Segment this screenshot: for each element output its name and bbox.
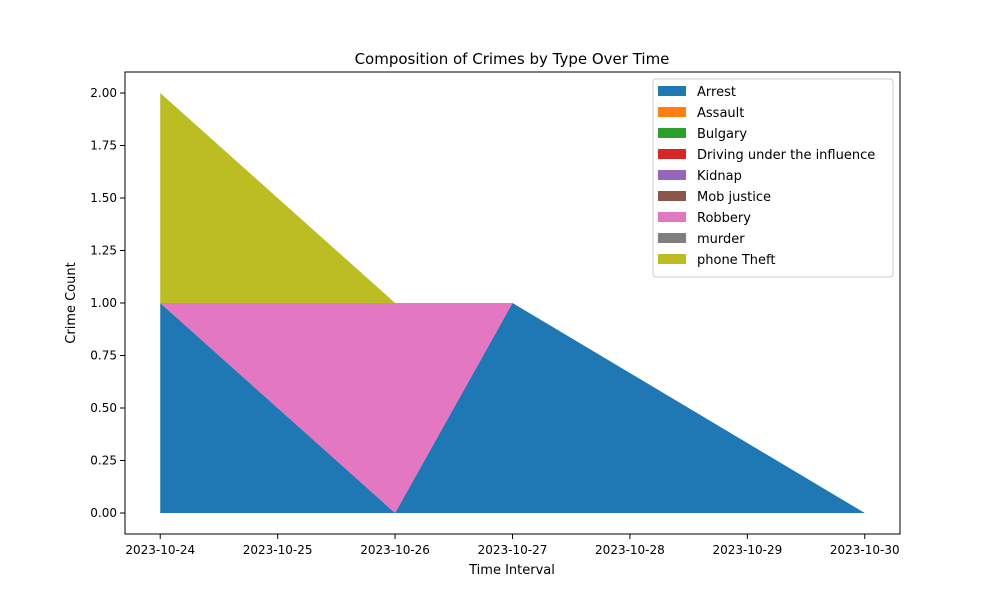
legend: Arrest Assault Bulgary Driving under the in… — [652, 78, 894, 278]
y-tick-label: 1.50 — [90, 191, 117, 205]
legend-label-assault: Assault — [697, 106, 744, 121]
y-tick-label: 0.25 — [90, 454, 117, 468]
legend-label-mob-justice: Mob justice — [697, 190, 771, 205]
legend-label-kidnap: Kidnap — [697, 169, 742, 184]
y-tick-label: 2.00 — [90, 86, 117, 100]
x-tick-label: 2023-10-25 — [243, 543, 313, 557]
area-phone-theft — [160, 93, 865, 513]
chart-title: Composition of Crimes by Type Over Time — [355, 50, 670, 68]
legend-swatch-bulgary — [658, 128, 686, 138]
y-tick-label: 0.00 — [90, 506, 117, 520]
x-tick-label: 2023-10-28 — [595, 543, 665, 557]
plot-areas — [160, 93, 865, 513]
legend-label-driving-under-the-influence: Driving under the influence — [697, 148, 875, 163]
x-tick-label: 2023-10-27 — [478, 543, 548, 557]
legend-label-murder: murder — [697, 232, 745, 247]
x-tick-label: 2023-10-30 — [830, 543, 900, 557]
legend-swatch-murder — [658, 233, 686, 243]
y-axis-label: Crime Count — [64, 262, 79, 343]
legend-frame — [652, 78, 894, 278]
legend-label-phone-theft: phone Theft — [697, 253, 775, 268]
x-axis-label: Time Interval — [468, 563, 555, 578]
legend-swatch-arrest — [658, 86, 686, 96]
x-tick-label: 2023-10-24 — [125, 543, 195, 557]
y-tick-label: 1.25 — [90, 244, 117, 258]
y-axis-ticks: 0.00 0.25 0.50 0.75 1.00 1.25 1.50 1.75 2.00 — [90, 86, 125, 520]
legend-label-bulgary: Bulgary — [697, 127, 747, 142]
y-tick-label: 0.75 — [90, 349, 117, 363]
x-tick-label: 2023-10-26 — [360, 543, 430, 557]
legend-label-robbery: Robbery — [697, 211, 751, 226]
area-arrest — [160, 303, 865, 513]
legend-swatch-driving-under-the-influence — [658, 149, 686, 159]
legend-swatch-assault — [658, 107, 686, 117]
x-tick-label: 2023-10-29 — [712, 543, 782, 557]
legend-label-arrest: Arrest — [697, 85, 736, 100]
y-tick-label: 1.00 — [90, 296, 117, 310]
x-axis-ticks: 2023-10-24 2023-10-25 2023-10-26 2023-10-27… — [125, 534, 900, 557]
area-robbery — [160, 303, 865, 513]
y-tick-label: 1.75 — [90, 139, 117, 153]
legend-swatch-kidnap — [658, 170, 686, 180]
y-tick-label: 0.50 — [90, 401, 117, 415]
legend-swatch-mob-justice — [658, 191, 686, 201]
legend-swatch-robbery — [658, 212, 686, 222]
legend-swatch-phone-theft — [658, 254, 686, 264]
